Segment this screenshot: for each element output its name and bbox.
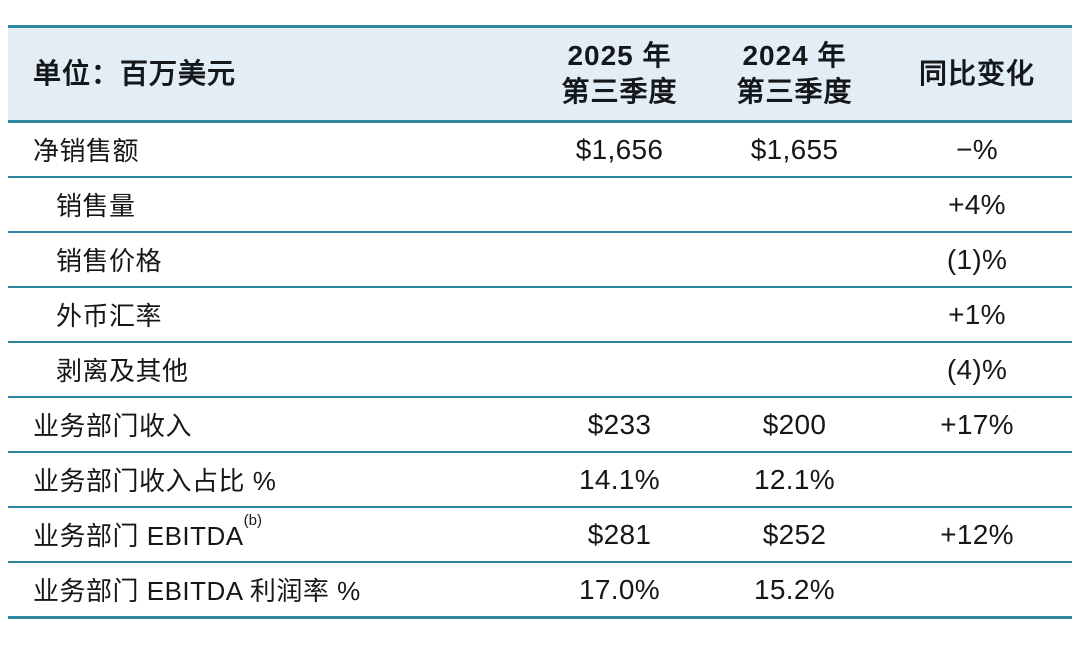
column-header-q3_2025: 2025 年第三季度 — [532, 25, 707, 123]
value-2024-q3 — [707, 177, 882, 233]
yoy-value: +12% — [882, 507, 1072, 563]
yoy-value — [882, 452, 1072, 508]
value-2025-q3 — [532, 177, 707, 233]
footnote-marker: (b) — [243, 512, 262, 530]
header-row: 单位：百万美元 2025 年第三季度 2024 年第三季度 同比变化 — [8, 25, 1072, 123]
table-row: 业务部门收入占比 % 14.1% 12.1% — [8, 452, 1072, 508]
row-label-text: 业务部门 EBITDA — [33, 521, 244, 551]
row-label-text: 剥离及其他 — [56, 356, 189, 386]
row-label-text: 净销售额 — [33, 136, 140, 166]
row-label-text: 业务部门 EBITDA 利润率 % — [33, 576, 361, 606]
row-label-text: 销售价格 — [56, 246, 163, 276]
value-2024-q3: 12.1% — [707, 452, 882, 508]
yoy-value: −% — [882, 121, 1072, 178]
row-label-text: 外币汇率 — [56, 301, 163, 331]
row-label: 业务部门收入 — [8, 397, 532, 453]
table-row: 销售量 +4% — [8, 177, 1072, 233]
value-2024-q3: $252 — [707, 507, 882, 563]
row-label: 剥离及其他 — [8, 342, 532, 398]
value-2025-q3 — [532, 342, 707, 398]
column-header-line2: 第三季度 — [561, 76, 678, 107]
row-label-text: 业务部门收入 — [33, 411, 193, 441]
row-label: 业务部门 EBITDA 利润率 % — [8, 562, 532, 619]
table-row: 外币汇率 +1% — [8, 287, 1072, 343]
table-row: 销售价格 (1)% — [8, 232, 1072, 288]
column-header-line1: 2025 年 — [567, 39, 672, 71]
value-2024-q3: $200 — [707, 397, 882, 453]
value-2024-q3: $1,655 — [707, 121, 882, 178]
yoy-value: +17% — [882, 397, 1072, 453]
table-row: 净销售额 $1,656 $1,655 −% — [8, 121, 1072, 178]
row-label: 销售量 — [8, 177, 532, 233]
yoy-value: (1)% — [882, 232, 1072, 288]
table-row: 业务部门 EBITDA 利润率 % 17.0% 15.2% — [8, 562, 1072, 619]
row-label: 业务部门 EBITDA(b) — [8, 507, 532, 563]
value-2025-q3: 17.0% — [532, 562, 707, 619]
value-2024-q3 — [707, 232, 882, 288]
column-header-yoy: 同比变化 — [882, 25, 1072, 123]
yoy-value: +4% — [882, 177, 1072, 233]
value-2024-q3 — [707, 342, 882, 398]
value-2025-q3 — [532, 287, 707, 343]
table-row: 剥离及其他 (4)% — [8, 342, 1072, 398]
yoy-value: +1% — [882, 287, 1072, 343]
table-row: 业务部门 EBITDA(b) $281 $252 +12% — [8, 507, 1072, 563]
row-label-text: 业务部门收入占比 % — [33, 466, 277, 496]
value-2024-q3: 15.2% — [707, 562, 882, 619]
column-header-line1: 同比变化 — [918, 57, 1035, 89]
row-label-text: 销售量 — [56, 191, 136, 221]
row-label: 净销售额 — [8, 121, 532, 178]
yoy-value — [882, 562, 1072, 619]
financial-results-table: 单位：百万美元 2025 年第三季度 2024 年第三季度 同比变化 净销售额 $1,… — [8, 25, 1072, 619]
value-2025-q3: $233 — [532, 397, 707, 453]
value-2025-q3: 14.1% — [532, 452, 707, 508]
column-header-line2: 第三季度 — [736, 76, 853, 107]
table-row: 业务部门收入 $233 $200 +17% — [8, 397, 1072, 453]
row-label: 业务部门收入占比 % — [8, 452, 532, 508]
row-label: 外币汇率 — [8, 287, 532, 343]
column-header-q3_2024: 2024 年第三季度 — [707, 25, 882, 123]
yoy-value: (4)% — [882, 342, 1072, 398]
value-2025-q3: $281 — [532, 507, 707, 563]
unit-header-cell: 单位：百万美元 — [8, 25, 532, 123]
value-2025-q3 — [532, 232, 707, 288]
value-2025-q3: $1,656 — [532, 121, 707, 178]
value-2024-q3 — [707, 287, 882, 343]
column-header-line1: 2024 年 — [742, 39, 847, 71]
row-label: 销售价格 — [8, 232, 532, 288]
